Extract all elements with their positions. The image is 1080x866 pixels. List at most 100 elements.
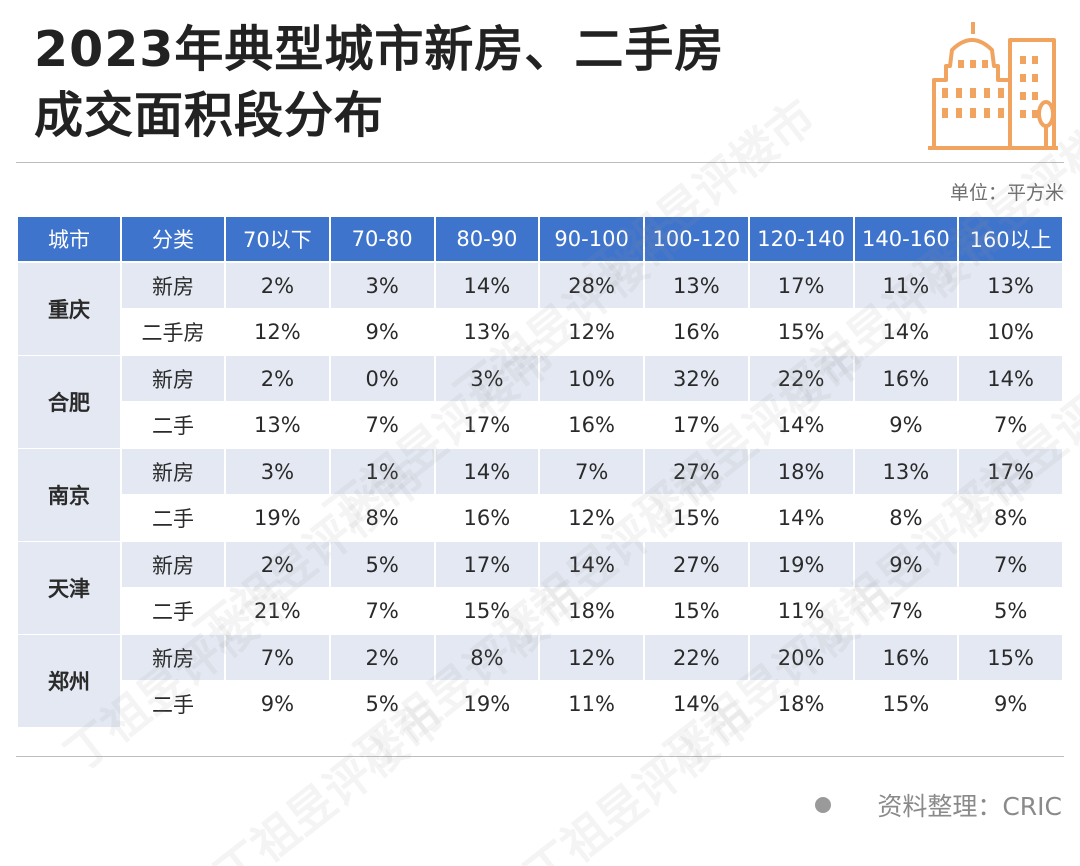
value-cell: 2% bbox=[226, 542, 329, 588]
value-cell: 14% bbox=[854, 309, 958, 356]
type-cell: 新房 bbox=[122, 356, 224, 402]
value-cell: 13% bbox=[854, 449, 958, 495]
value-cell: 16% bbox=[854, 635, 958, 681]
value-cell: 11% bbox=[854, 263, 958, 309]
value-cell: 13% bbox=[645, 263, 748, 309]
value-cell: 17% bbox=[749, 263, 853, 309]
value-cell: 11% bbox=[749, 588, 853, 635]
value-cell: 18% bbox=[540, 588, 643, 635]
value-cell: 14% bbox=[435, 449, 539, 495]
value-cell: 5% bbox=[330, 542, 434, 588]
table-body: 重庆 新房 2% 3% 14% 28% 13% 17% 11% 13% 二手房 12% 9% 13% 12%… bbox=[18, 263, 1062, 728]
value-cell: 9% bbox=[959, 681, 1062, 728]
value-cell: 16% bbox=[854, 356, 958, 402]
city-cell: 郑州 bbox=[18, 635, 120, 728]
value-cell: 14% bbox=[435, 263, 539, 309]
value-cell: 2% bbox=[330, 635, 434, 681]
value-cell: 14% bbox=[959, 356, 1062, 402]
value-cell: 3% bbox=[435, 356, 539, 402]
value-cell: 7% bbox=[330, 588, 434, 635]
value-cell: 15% bbox=[959, 635, 1062, 681]
value-cell: 22% bbox=[749, 356, 853, 402]
value-cell: 14% bbox=[645, 681, 748, 728]
value-cell: 28% bbox=[540, 263, 643, 309]
table-row: 重庆 新房 2% 3% 14% 28% 13% 17% 11% 13% bbox=[18, 263, 1062, 356]
city-cell: 重庆 bbox=[18, 263, 120, 356]
table-row: 二手 19% 8% 16% 12% 15% 14% 8% 8% bbox=[18, 495, 1062, 542]
city-cell: 合肥 bbox=[18, 356, 120, 449]
type-cell: 二手 bbox=[122, 588, 224, 635]
source-note: 资料整理：CRIC bbox=[815, 787, 1062, 823]
title-line-2: 成交面积段分布 bbox=[34, 87, 385, 144]
value-cell: 13% bbox=[435, 309, 539, 356]
type-cell: 新房 bbox=[122, 635, 224, 681]
type-cell: 新房 bbox=[122, 449, 224, 495]
value-cell: 13% bbox=[959, 263, 1062, 309]
value-cell: 11% bbox=[540, 681, 643, 728]
table-row: 南京 新房 3% 1% 14% 7% 27% 18% 13% 17% bbox=[18, 449, 1062, 542]
value-cell: 17% bbox=[959, 449, 1062, 495]
value-cell: 20% bbox=[749, 635, 853, 681]
value-cell: 7% bbox=[226, 635, 329, 681]
table-row: 二手 21% 7% 15% 18% 15% 11% 7% 5% bbox=[18, 588, 1062, 635]
value-cell: 14% bbox=[749, 495, 853, 542]
value-cell: 8% bbox=[959, 495, 1062, 542]
value-cell: 2% bbox=[226, 356, 329, 402]
value-cell: 0% bbox=[330, 356, 434, 402]
value-cell: 17% bbox=[645, 402, 748, 449]
column-header: 160以上 bbox=[959, 217, 1062, 263]
value-cell: 16% bbox=[645, 309, 748, 356]
table-row: 郑州 新房 7% 2% 8% 12% 22% 20% 16% 15% bbox=[18, 635, 1062, 728]
value-cell: 10% bbox=[959, 309, 1062, 356]
value-cell: 22% bbox=[645, 635, 748, 681]
value-cell: 5% bbox=[959, 588, 1062, 635]
value-cell: 5% bbox=[330, 681, 434, 728]
value-cell: 2% bbox=[226, 263, 329, 309]
value-cell: 18% bbox=[749, 681, 853, 728]
value-cell: 12% bbox=[540, 309, 643, 356]
value-cell: 15% bbox=[749, 309, 853, 356]
column-header: 140-160 bbox=[854, 217, 958, 263]
type-cell: 二手 bbox=[122, 402, 224, 449]
value-cell: 14% bbox=[749, 402, 853, 449]
value-cell: 27% bbox=[645, 449, 748, 495]
table-row: 二手 13% 7% 17% 16% 17% 14% 9% 7% bbox=[18, 402, 1062, 449]
city-cell: 天津 bbox=[18, 542, 120, 635]
type-cell: 新房 bbox=[122, 542, 224, 588]
value-cell: 3% bbox=[226, 449, 329, 495]
type-cell: 新房 bbox=[122, 263, 224, 309]
value-cell: 17% bbox=[435, 402, 539, 449]
column-header: 70以下 bbox=[226, 217, 329, 263]
value-cell: 7% bbox=[959, 542, 1062, 588]
type-cell: 二手房 bbox=[122, 309, 224, 356]
value-cell: 7% bbox=[540, 449, 643, 495]
title-line-1: 2023年典型城市新房、二手房 bbox=[34, 21, 725, 78]
value-cell: 3% bbox=[330, 263, 434, 309]
column-header: 70-80 bbox=[330, 217, 434, 263]
value-cell: 15% bbox=[645, 588, 748, 635]
value-cell: 14% bbox=[540, 542, 643, 588]
value-cell: 9% bbox=[226, 681, 329, 728]
value-cell: 10% bbox=[540, 356, 643, 402]
value-cell: 8% bbox=[330, 495, 434, 542]
value-cell: 18% bbox=[749, 449, 853, 495]
area-distribution-table: 城市 分类 70以下 70-80 80-90 90-100 100-120 120-140 14… bbox=[16, 217, 1064, 728]
top-divider bbox=[16, 162, 1064, 163]
bottom-divider bbox=[16, 756, 1064, 757]
table-header-row: 城市 分类 70以下 70-80 80-90 90-100 100-120 120-140 14… bbox=[18, 217, 1062, 263]
value-cell: 16% bbox=[435, 495, 539, 542]
value-cell: 9% bbox=[330, 309, 434, 356]
unit-label: 单位：平方米 bbox=[949, 182, 1064, 204]
value-cell: 9% bbox=[854, 542, 958, 588]
column-header: 90-100 bbox=[540, 217, 643, 263]
value-cell: 19% bbox=[226, 495, 329, 542]
table-row: 二手 9% 5% 19% 11% 14% 18% 15% 9% bbox=[18, 681, 1062, 728]
bullet-dot-icon bbox=[815, 797, 832, 813]
column-header: 80-90 bbox=[435, 217, 539, 263]
column-header: 120-140 bbox=[749, 217, 853, 263]
value-cell: 7% bbox=[959, 402, 1062, 449]
value-cell: 8% bbox=[854, 495, 958, 542]
value-cell: 7% bbox=[330, 402, 434, 449]
value-cell: 12% bbox=[226, 309, 329, 356]
value-cell: 1% bbox=[330, 449, 434, 495]
